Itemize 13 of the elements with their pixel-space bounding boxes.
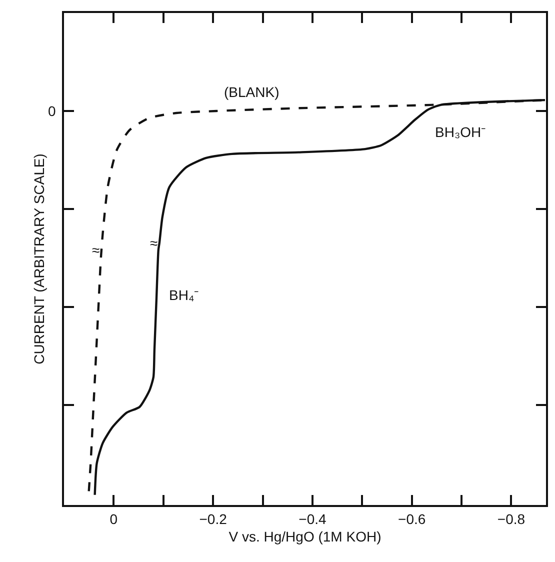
- annotation: BH₄⁻: [169, 287, 200, 303]
- y-axis-title: CURRENT (ARBITRARY SCALE): [31, 154, 48, 364]
- text: (BLANK): [224, 84, 280, 100]
- annotation: ≈: [92, 242, 100, 258]
- x-tick-label: −0.6: [398, 510, 426, 527]
- text: 0: [48, 103, 56, 119]
- x-tick-label: −0.2: [199, 510, 228, 527]
- x-tick-label: −0.8: [497, 510, 526, 527]
- x-tick-label: −0.4: [298, 510, 326, 527]
- x-tick-label: 0: [110, 510, 118, 527]
- x-axis-title: V vs. Hg/HgO (1M KOH): [228, 528, 382, 545]
- annotation: ≈: [150, 235, 158, 251]
- annotation: BH₃OH⁻: [435, 124, 486, 140]
